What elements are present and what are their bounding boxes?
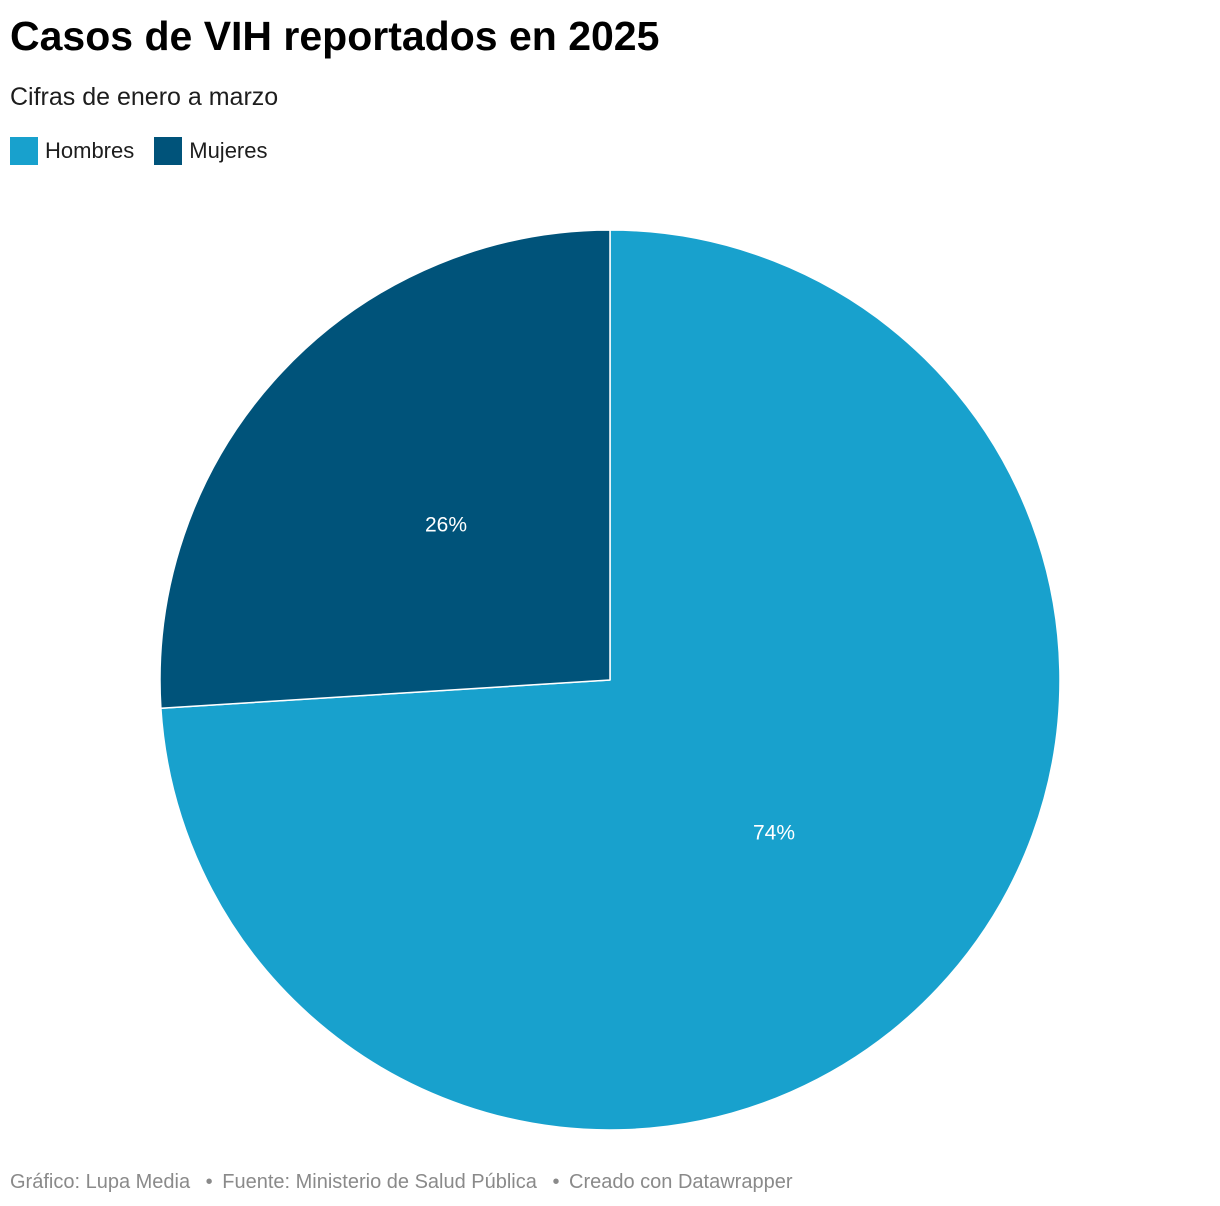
legend-item-mujeres: Mujeres — [154, 137, 268, 165]
legend-swatch-hombres — [10, 137, 38, 165]
pie-label-mujeres: 26% — [425, 514, 467, 537]
chart-footer: Gráfico: Lupa Media • Fuente: Ministerio… — [10, 1168, 792, 1196]
chart-subtitle: Cifras de enero a marzo — [10, 83, 279, 111]
footer-tool: Creado con Datawrapper — [569, 1171, 793, 1193]
legend-label-hombres: Hombres — [45, 138, 135, 163]
footer-separator: • — [552, 1171, 560, 1193]
legend-item-hombres: Hombres — [10, 137, 134, 165]
footer-separator: • — [205, 1171, 213, 1193]
legend-label-mujeres: Mujeres — [189, 138, 268, 163]
legend-swatch-mujeres — [154, 137, 183, 165]
footer-credit: Gráfico: Lupa Media — [10, 1171, 191, 1193]
pie-chart: 74% 26% — [159, 229, 1061, 1131]
chart-title: Casos de VIH reportados en 2025 — [10, 13, 660, 59]
pie-label-hombres: 74% — [753, 822, 795, 845]
footer-source: Fuente: Ministerio de Salud Pública — [222, 1171, 537, 1193]
chart-legend: Hombres Mujeres — [10, 136, 288, 166]
pie-slice-mujeres — [159, 229, 611, 710]
